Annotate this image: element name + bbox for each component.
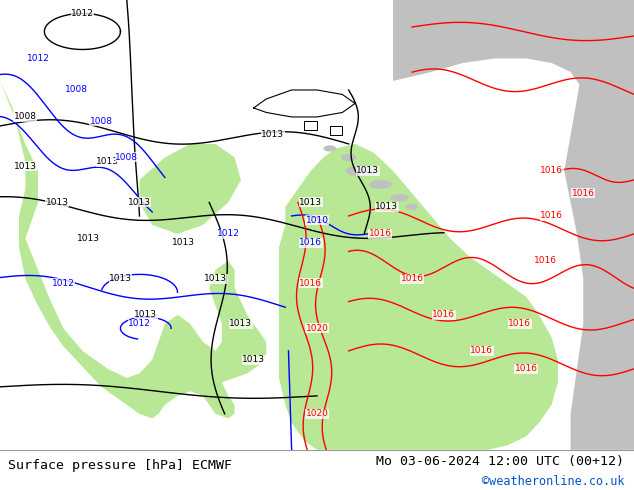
Text: 1013: 1013 — [356, 167, 379, 175]
Text: 1013: 1013 — [242, 355, 265, 365]
Text: 1013: 1013 — [230, 319, 252, 328]
Text: 1016: 1016 — [572, 189, 595, 198]
Polygon shape — [369, 180, 392, 189]
Polygon shape — [406, 204, 418, 210]
Polygon shape — [393, 0, 583, 90]
Text: 1013: 1013 — [375, 202, 398, 211]
Text: 1016: 1016 — [299, 279, 322, 288]
Text: 1013: 1013 — [14, 162, 37, 171]
Text: 1016: 1016 — [432, 310, 455, 319]
Text: 1013: 1013 — [172, 239, 195, 247]
Text: 1013: 1013 — [96, 157, 119, 167]
Text: 1013: 1013 — [261, 130, 284, 140]
Text: 1013: 1013 — [299, 198, 322, 207]
Text: 1016: 1016 — [540, 211, 563, 220]
Text: 1016: 1016 — [540, 167, 563, 175]
Text: 1012: 1012 — [71, 9, 94, 18]
Polygon shape — [323, 146, 336, 151]
Text: 1016: 1016 — [299, 239, 322, 247]
Text: 1013: 1013 — [204, 274, 227, 283]
Text: 1016: 1016 — [515, 365, 538, 373]
Polygon shape — [304, 122, 317, 130]
Text: 1020: 1020 — [306, 409, 328, 418]
Polygon shape — [564, 0, 634, 450]
Text: 1020: 1020 — [306, 324, 328, 333]
Polygon shape — [341, 154, 356, 161]
Text: Surface pressure [hPa] ECMWF: Surface pressure [hPa] ECMWF — [8, 459, 231, 471]
Text: 1013: 1013 — [134, 310, 157, 319]
Text: 1012: 1012 — [27, 54, 49, 63]
Text: 1010: 1010 — [306, 216, 328, 225]
Text: 1008: 1008 — [14, 112, 37, 122]
Text: 1013: 1013 — [46, 198, 68, 207]
Text: 1012: 1012 — [128, 319, 151, 328]
Text: 1013: 1013 — [128, 198, 151, 207]
Text: 1012: 1012 — [52, 279, 75, 288]
Text: 1016: 1016 — [534, 256, 557, 266]
Text: ©weatheronline.co.uk: ©weatheronline.co.uk — [482, 475, 624, 489]
Polygon shape — [346, 166, 377, 176]
Text: 1013: 1013 — [109, 274, 132, 283]
Text: 1016: 1016 — [369, 229, 392, 239]
Polygon shape — [279, 144, 558, 450]
Text: 1016: 1016 — [470, 346, 493, 355]
Polygon shape — [0, 0, 266, 418]
Text: 1008: 1008 — [115, 153, 138, 162]
Text: 1013: 1013 — [77, 234, 100, 243]
Text: 1012: 1012 — [217, 229, 240, 239]
Polygon shape — [330, 126, 342, 135]
Polygon shape — [390, 195, 409, 201]
Text: 1016: 1016 — [401, 274, 424, 283]
Polygon shape — [139, 144, 241, 234]
Text: Mo 03-06-2024 12:00 UTC (00+12): Mo 03-06-2024 12:00 UTC (00+12) — [377, 455, 624, 467]
Text: 1016: 1016 — [508, 319, 531, 328]
Text: 1008: 1008 — [65, 85, 87, 95]
Polygon shape — [254, 90, 355, 117]
Text: 1008: 1008 — [90, 117, 113, 126]
